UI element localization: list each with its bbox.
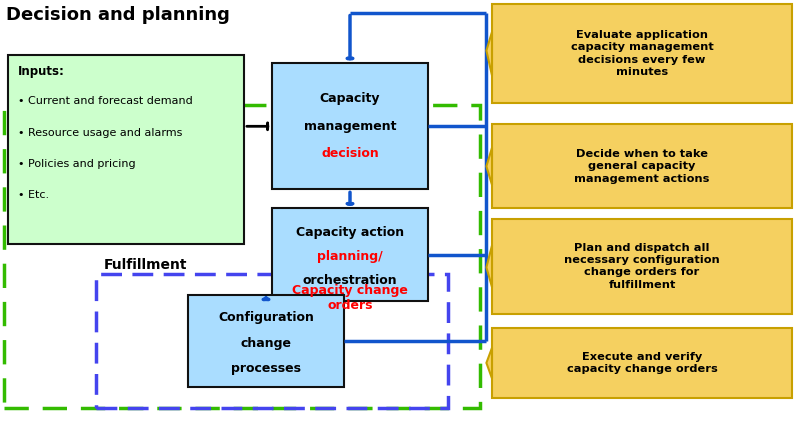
Bar: [492, 4, 792, 103]
Text: Execute and verify
capacity change orders: Execute and verify capacity change order…: [566, 352, 718, 374]
Bar: [272, 63, 428, 189]
Text: Decision and planning: Decision and planning: [6, 6, 230, 24]
Bar: [492, 328, 792, 398]
Polygon shape: [486, 32, 492, 75]
Text: • Resource usage and alarms: • Resource usage and alarms: [18, 128, 182, 138]
Text: Capacity: Capacity: [320, 93, 380, 105]
Text: planning/: planning/: [317, 250, 383, 263]
Text: management: management: [304, 120, 396, 133]
Bar: [8, 55, 244, 244]
Bar: [4, 105, 480, 408]
Text: Configuration: Configuration: [218, 312, 314, 324]
Polygon shape: [486, 245, 492, 287]
Bar: [96, 274, 448, 408]
Text: Capacity action: Capacity action: [296, 226, 404, 239]
Text: • Current and forecast demand: • Current and forecast demand: [18, 96, 192, 107]
Bar: [492, 219, 792, 314]
Text: Inputs:: Inputs:: [18, 65, 65, 78]
Polygon shape: [486, 348, 492, 378]
Text: • Etc.: • Etc.: [18, 190, 49, 200]
Text: processes: processes: [231, 362, 301, 375]
Bar: [188, 295, 344, 387]
Text: Plan and dispatch all
necessary configuration
change orders for
fulfillment: Plan and dispatch all necessary configur…: [564, 242, 720, 290]
Text: Capacity change
orders: Capacity change orders: [292, 284, 408, 312]
Text: Decide when to take
general capacity
management actions: Decide when to take general capacity man…: [574, 149, 710, 184]
Polygon shape: [486, 148, 492, 185]
Bar: [492, 124, 792, 208]
Text: orchestration: orchestration: [302, 274, 398, 287]
Text: Evaluate application
capacity management
decisions every few
minutes: Evaluate application capacity management…: [570, 30, 714, 77]
Text: Fulfillment: Fulfillment: [104, 258, 187, 272]
Bar: [272, 208, 428, 301]
Text: • Policies and pricing: • Policies and pricing: [18, 159, 135, 169]
Text: decision: decision: [321, 147, 379, 160]
Text: change: change: [241, 337, 291, 349]
